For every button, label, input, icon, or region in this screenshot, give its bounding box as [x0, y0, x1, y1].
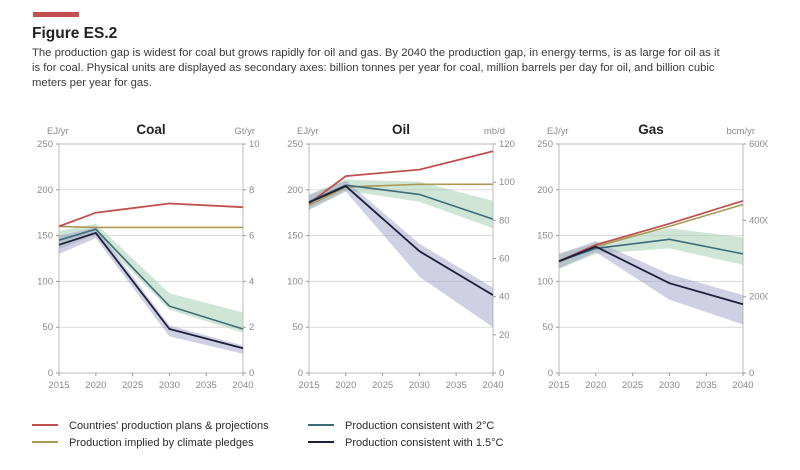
- svg-text:100: 100: [287, 276, 303, 287]
- svg-text:50: 50: [542, 322, 553, 333]
- svg-text:2035: 2035: [696, 380, 717, 391]
- svg-text:250: 250: [287, 139, 303, 150]
- svg-text:2025: 2025: [622, 380, 643, 391]
- svg-text:200: 200: [537, 185, 553, 196]
- svg-text:Gt/yr: Gt/yr: [234, 126, 255, 137]
- svg-text:EJ/yr: EJ/yr: [47, 126, 69, 137]
- svg-text:2040: 2040: [482, 380, 503, 391]
- svg-text:20: 20: [499, 330, 510, 341]
- svg-text:100: 100: [537, 276, 553, 287]
- svg-text:150: 150: [287, 231, 303, 242]
- svg-text:2020: 2020: [85, 380, 106, 391]
- svg-text:0: 0: [48, 368, 53, 379]
- svg-text:0: 0: [499, 368, 504, 379]
- svg-text:2030: 2030: [659, 380, 680, 391]
- svg-text:200: 200: [287, 185, 303, 196]
- svg-text:4000: 4000: [749, 215, 768, 226]
- svg-text:2025: 2025: [372, 380, 393, 391]
- svg-text:250: 250: [537, 139, 553, 150]
- svg-text:100: 100: [499, 177, 515, 188]
- svg-text:2040: 2040: [732, 380, 753, 391]
- svg-text:150: 150: [37, 231, 53, 242]
- svg-text:0: 0: [548, 368, 553, 379]
- svg-text:2: 2: [249, 322, 254, 333]
- svg-text:EJ/yr: EJ/yr: [297, 126, 319, 137]
- svg-text:2020: 2020: [585, 380, 606, 391]
- svg-text:60: 60: [499, 254, 510, 265]
- svg-text:2000: 2000: [749, 292, 768, 303]
- svg-text:10: 10: [249, 139, 260, 150]
- svg-text:2030: 2030: [409, 380, 430, 391]
- svg-text:150: 150: [537, 231, 553, 242]
- svg-text:0: 0: [249, 368, 254, 379]
- svg-text:2015: 2015: [298, 380, 319, 391]
- svg-text:Oil: Oil: [392, 122, 410, 137]
- svg-text:2030: 2030: [159, 380, 180, 391]
- svg-text:Gas: Gas: [638, 122, 664, 137]
- svg-text:2025: 2025: [122, 380, 143, 391]
- svg-text:6: 6: [249, 231, 254, 242]
- svg-text:0: 0: [749, 368, 754, 379]
- svg-text:2035: 2035: [196, 380, 217, 391]
- svg-text:2035: 2035: [446, 380, 467, 391]
- svg-text:mb/d: mb/d: [484, 126, 505, 137]
- svg-text:50: 50: [42, 322, 53, 333]
- svg-text:0: 0: [298, 368, 303, 379]
- svg-text:100: 100: [37, 276, 53, 287]
- svg-text:80: 80: [499, 215, 510, 226]
- svg-text:2015: 2015: [548, 380, 569, 391]
- svg-text:200: 200: [37, 185, 53, 196]
- svg-text:2040: 2040: [232, 380, 253, 391]
- svg-text:6000: 6000: [749, 139, 768, 150]
- svg-text:40: 40: [499, 292, 510, 303]
- svg-text:Coal: Coal: [136, 122, 165, 137]
- svg-text:8: 8: [249, 185, 254, 196]
- svg-text:2020: 2020: [335, 380, 356, 391]
- svg-text:50: 50: [292, 322, 303, 333]
- svg-text:250: 250: [37, 139, 53, 150]
- svg-text:bcm/yr: bcm/yr: [727, 126, 756, 137]
- svg-text:2015: 2015: [48, 380, 69, 391]
- svg-text:120: 120: [499, 139, 515, 150]
- svg-text:EJ/yr: EJ/yr: [547, 126, 569, 137]
- svg-text:4: 4: [249, 276, 254, 287]
